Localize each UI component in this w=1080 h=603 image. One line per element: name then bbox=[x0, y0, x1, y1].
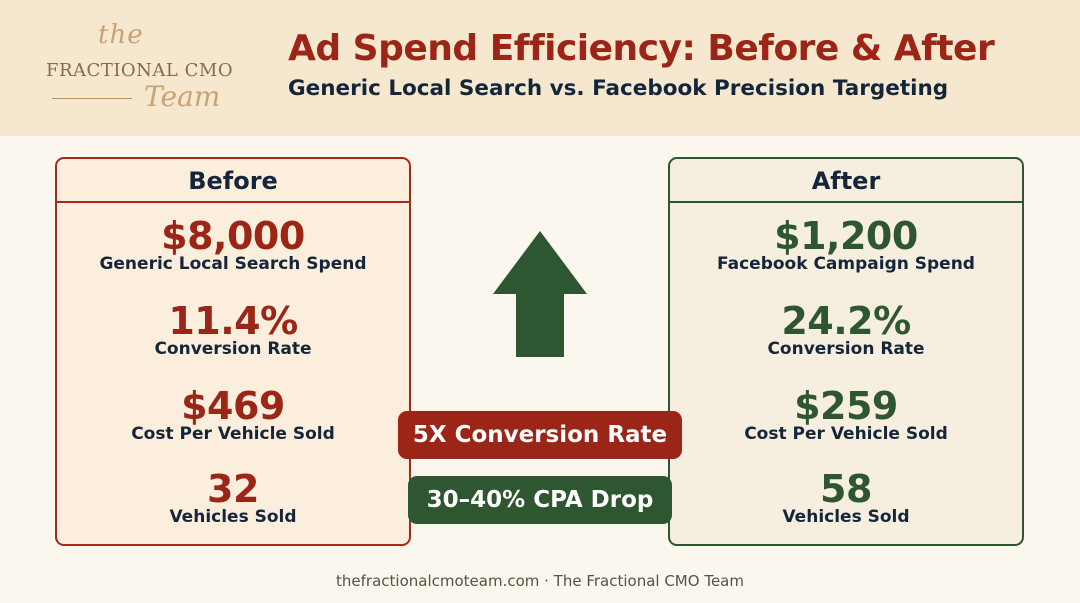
after-metric-vehicles: 58 Vehicles Sold bbox=[670, 467, 1022, 527]
after-heading: After bbox=[670, 159, 1022, 203]
before-metric-cost: $469 Cost Per Vehicle Sold bbox=[57, 384, 409, 444]
metric-label: Cost Per Vehicle Sold bbox=[131, 424, 335, 444]
logo-divider bbox=[52, 98, 132, 99]
after-metric-spend: $1,200 Facebook Campaign Spend bbox=[670, 214, 1022, 274]
header-banner: the FRACTIONAL CMO Team Ad Spend Efficie… bbox=[0, 0, 1080, 136]
before-metric-vehicles: 32 Vehicles Sold bbox=[57, 467, 409, 527]
metric-value: 58 bbox=[820, 467, 872, 511]
metric-value: 24.2% bbox=[781, 299, 911, 343]
metric-label: Vehicles Sold bbox=[782, 507, 910, 527]
metric-label: Generic Local Search Spend bbox=[99, 254, 367, 274]
logo-the: the bbox=[98, 20, 144, 50]
metric-value: $8,000 bbox=[161, 214, 305, 258]
footer-text: thefractionalcmoteam.com · The Fractiona… bbox=[336, 572, 744, 590]
up-arrow-icon bbox=[493, 231, 587, 357]
conversion-rate-badge: 5X Conversion Rate bbox=[398, 411, 682, 459]
before-metric-conversion: 11.4% Conversion Rate bbox=[57, 299, 409, 359]
before-panel: Before $8,000 Generic Local Search Spend… bbox=[55, 157, 411, 546]
metric-value: $469 bbox=[181, 384, 285, 428]
after-metric-cost: $259 Cost Per Vehicle Sold bbox=[670, 384, 1022, 444]
page-subtitle: Generic Local Search vs. Facebook Precis… bbox=[288, 76, 949, 101]
cpa-drop-badge: 30–40% CPA Drop bbox=[408, 476, 672, 524]
after-panel: After $1,200 Facebook Campaign Spend 24.… bbox=[668, 157, 1024, 546]
logo-team: Team bbox=[144, 80, 221, 113]
logo: the FRACTIONAL CMO Team bbox=[40, 14, 260, 126]
metric-label: Facebook Campaign Spend bbox=[717, 254, 975, 274]
before-metric-spend: $8,000 Generic Local Search Spend bbox=[57, 214, 409, 274]
metric-value: $259 bbox=[794, 384, 898, 428]
metric-label: Vehicles Sold bbox=[169, 507, 297, 527]
metric-value: 32 bbox=[207, 467, 259, 511]
metric-label: Conversion Rate bbox=[154, 339, 312, 359]
metric-value: $1,200 bbox=[774, 214, 918, 258]
metric-label: Conversion Rate bbox=[767, 339, 925, 359]
metric-value: 11.4% bbox=[168, 299, 298, 343]
logo-name: FRACTIONAL CMO bbox=[46, 60, 234, 81]
metric-label: Cost Per Vehicle Sold bbox=[744, 424, 948, 444]
after-metric-conversion: 24.2% Conversion Rate bbox=[670, 299, 1022, 359]
page-title: Ad Spend Efficiency: Before & After bbox=[288, 28, 995, 69]
before-heading: Before bbox=[57, 159, 409, 203]
